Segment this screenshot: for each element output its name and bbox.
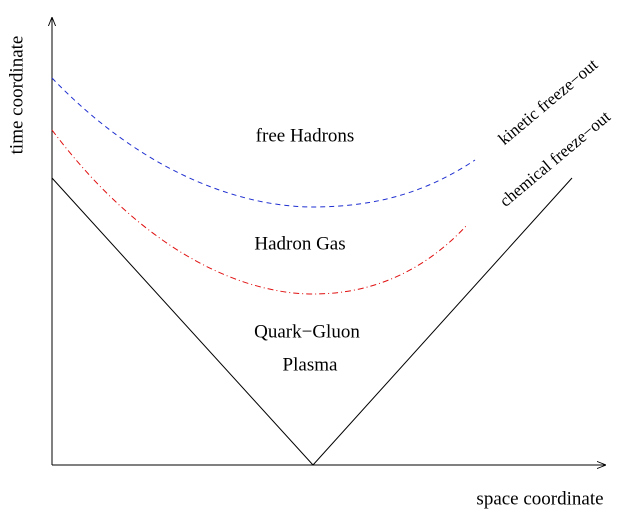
region-label: Hadron Gas	[254, 233, 345, 254]
region-label: Quark−Gluon	[254, 321, 360, 342]
light-cone	[51, 177, 573, 466]
x-axis-label: space coordinate	[476, 488, 603, 509]
chemical-freeze-out-curve	[51, 129, 468, 295]
region-label: Plasma	[283, 354, 338, 375]
y-axis-label: time coordinate	[6, 36, 27, 155]
region-label: free Hadrons	[256, 125, 355, 146]
